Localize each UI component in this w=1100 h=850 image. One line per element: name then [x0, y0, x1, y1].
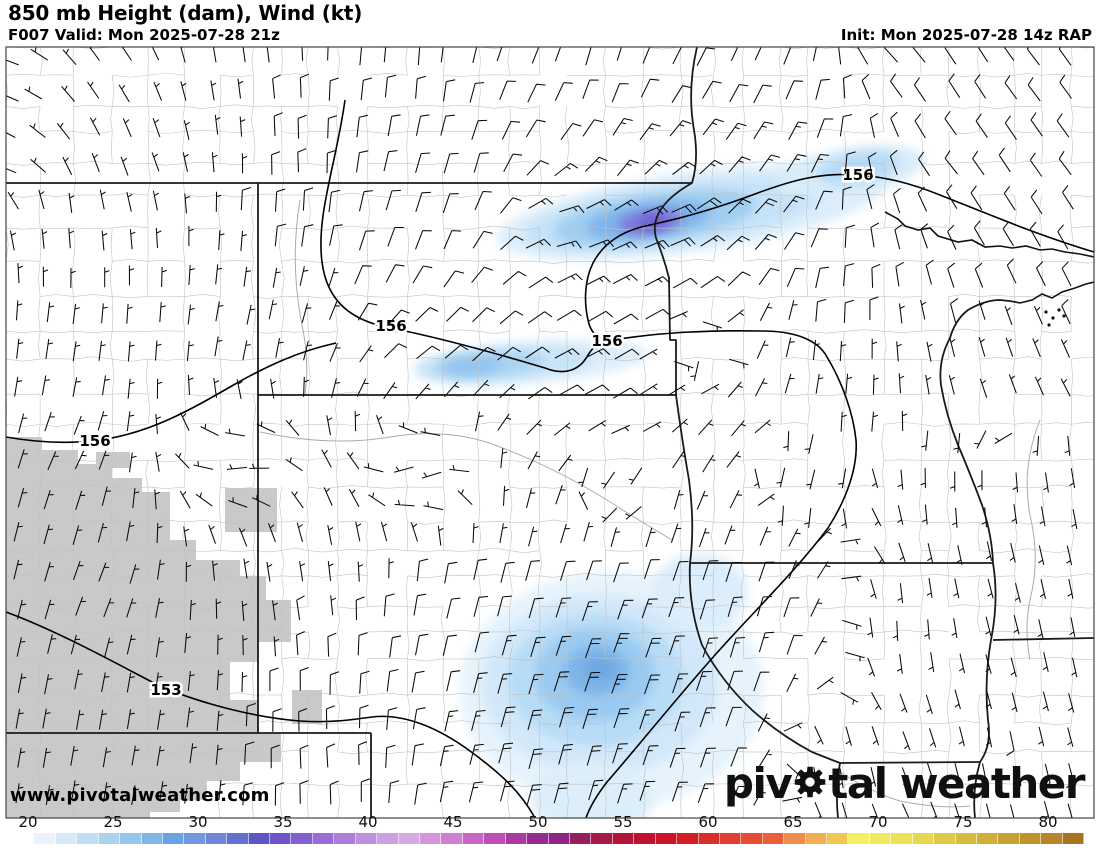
- colorbar-tick-label: 55: [613, 813, 633, 831]
- colorbar-cell: [398, 833, 421, 844]
- wind-speed-colorbar: [13, 833, 1085, 844]
- colorbar-cell: [55, 833, 78, 844]
- colorbar-tick-label: 50: [528, 813, 548, 831]
- colorbar-cell: [612, 833, 635, 844]
- page-title: 850 mb Height (dam), Wind (kt): [8, 1, 363, 25]
- colorbar-cell: [569, 833, 592, 844]
- gear-icon: [792, 764, 828, 807]
- lake-superior-shoreline: [884, 211, 1094, 327]
- colorbar-cell: [377, 833, 399, 844]
- colorbar-tick-label: 45: [443, 813, 463, 831]
- colorbar-cell: [98, 833, 121, 844]
- contour-label: 156: [591, 332, 622, 350]
- colorbar-cell: [1062, 833, 1085, 844]
- colorbar-tick-label: 75: [953, 813, 973, 831]
- colorbar-cell: [13, 833, 35, 844]
- colorbar-cell: [270, 833, 292, 844]
- colorbar-cell: [141, 833, 163, 844]
- colorbar-cell: [634, 833, 656, 844]
- colorbar-cell: [719, 833, 742, 844]
- wind-barbs: [6, 47, 1078, 818]
- colorbar-cell: [462, 833, 485, 844]
- colorbar-tick-label: 40: [358, 813, 378, 831]
- colorbar-cell: [891, 833, 913, 844]
- colorbar-tick-label: 30: [188, 813, 208, 831]
- wind-speed-shading: [412, 145, 924, 818]
- colorbar-cell: [698, 833, 720, 844]
- colorbar-tick-label: 80: [1038, 813, 1058, 831]
- map-frame: [5, 46, 1095, 819]
- colorbar-cell: [227, 833, 249, 844]
- map-layers: 156 156 156 156 153: [6, 47, 1094, 818]
- height-contours: 156 156 156 156 153: [6, 99, 1094, 818]
- colorbar-cell: [420, 833, 442, 844]
- colorbar-tick-labels: 20 25 30 35 40 45 50 55 60 65 70 75 80: [0, 813, 1100, 831]
- colorbar-cell: [162, 833, 185, 844]
- logo-text-pre: piv: [723, 758, 793, 808]
- colorbar-cell: [869, 833, 892, 844]
- contour-label: 156: [842, 166, 873, 184]
- colorbar-cell: [955, 833, 977, 844]
- colorbar-cell: [527, 833, 549, 844]
- colorbar-cell: [934, 833, 956, 844]
- colorbar-tick-label: 70: [868, 813, 888, 831]
- contour-label: 156: [79, 432, 110, 450]
- colorbar-cell: [848, 833, 870, 844]
- colorbar-cell: [34, 833, 56, 844]
- colorbar-tick-label: 35: [273, 813, 293, 831]
- colorbar-tick-label: 20: [18, 813, 38, 831]
- colorbar-cell: [548, 833, 570, 844]
- colorbar-tick-label: 60: [698, 813, 718, 831]
- colorbar-cell: [505, 833, 528, 844]
- colorbar-cell: [184, 833, 206, 844]
- watermark-url: www.pivotalweather.com: [10, 785, 270, 806]
- rivers: [259, 199, 1041, 808]
- colorbar-cell: [291, 833, 313, 844]
- colorbar-cell: [441, 833, 463, 844]
- colorbar-cell: [1019, 833, 1042, 844]
- colorbar-cell: [784, 833, 806, 844]
- colorbar-cell: [827, 833, 849, 844]
- init-time-label: Init: Mon 2025-07-28 14z RAP: [840, 26, 1092, 44]
- colorbar-cell: [205, 833, 228, 844]
- colorbar-cell: [334, 833, 356, 844]
- colorbar-cell: [77, 833, 99, 844]
- colorbar-tick-label: 25: [103, 813, 123, 831]
- colorbar-tick-label: 65: [783, 813, 803, 831]
- colorbar-cell: [120, 833, 142, 844]
- contour-label: 153: [150, 681, 181, 699]
- colorbar-cell: [912, 833, 935, 844]
- colorbar-cell: [355, 833, 378, 844]
- pivotal-weather-logo: piv tal weather: [723, 758, 1086, 808]
- colorbar-cell: [655, 833, 678, 844]
- valid-time-label: F007 Valid: Mon 2025-07-28 21z: [8, 26, 280, 44]
- colorbar-cell: [248, 833, 271, 844]
- colorbar-cell: [484, 833, 506, 844]
- colorbar-cell: [591, 833, 613, 844]
- state-borders: [6, 47, 1094, 818]
- colorbar-cell: [312, 833, 335, 844]
- colorbar-cell: [976, 833, 999, 844]
- colorbar-cell: [805, 833, 828, 844]
- contour-label: 156: [375, 317, 406, 335]
- colorbar-cell: [762, 833, 785, 844]
- colorbar-cell: [741, 833, 763, 844]
- logo-text-post: tal weather: [828, 758, 1085, 808]
- colorbar-cell: [677, 833, 699, 844]
- colorbar-cell: [998, 833, 1020, 844]
- colorbar-cell: [1041, 833, 1063, 844]
